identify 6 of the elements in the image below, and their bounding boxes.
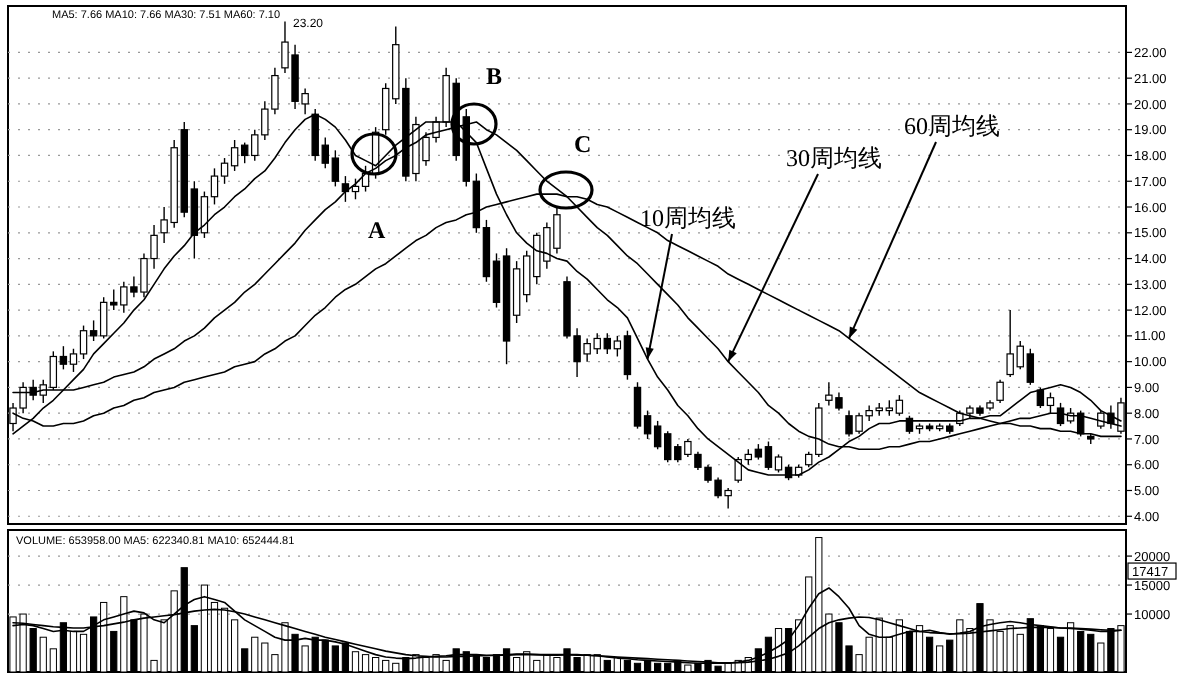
annotation: 60周均线 xyxy=(904,112,1000,140)
annotation: 10周均线 xyxy=(640,204,736,232)
annotation: C xyxy=(574,130,592,158)
annotation: B xyxy=(486,62,503,90)
annotation: A xyxy=(368,216,386,244)
annotation: 30周均线 xyxy=(786,144,882,172)
